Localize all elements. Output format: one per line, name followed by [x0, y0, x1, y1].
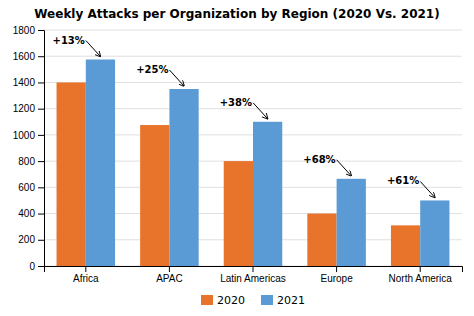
bar [169, 89, 198, 266]
y-tick: 400 [18, 208, 44, 219]
y-tick-label: 1000 [13, 130, 36, 141]
x-axis-line [45, 267, 463, 273]
y-tick-mark [38, 161, 44, 162]
annotation-arrow [169, 70, 184, 86]
y-tick: 0 [29, 261, 44, 272]
annotation-arrow [86, 41, 101, 57]
legend: 2020 2021 [201, 294, 305, 307]
legend-label: 2020 [217, 294, 245, 307]
y-tick-label: 200 [18, 234, 35, 245]
y-tick-label: 1600 [13, 51, 36, 62]
y-tick-label: 0 [29, 261, 35, 272]
y-tick-mark [38, 56, 44, 57]
x-tick-mark [169, 266, 170, 272]
y-tick: 1800 [13, 25, 44, 36]
annotation-arrow [337, 160, 352, 176]
y-axis: 0 200 400 600 800 1000 1200 1400 1600 1800 [13, 25, 45, 272]
y-tick-mark [38, 187, 44, 188]
y-tick: 1600 [13, 51, 44, 62]
y-tick-mark [38, 109, 44, 110]
x-tick-mark [420, 266, 421, 272]
bar [57, 82, 86, 266]
x-tick-label: Africa [73, 273, 99, 284]
plot: 020040060080010001200140016001800AfricaA… [13, 25, 463, 284]
bar [391, 225, 420, 266]
legend-label: 2021 [277, 294, 305, 307]
x-axis: Africa APAC Latin Americas Europe North Amer… [45, 266, 463, 284]
x-tick: APAC [156, 266, 183, 284]
y-tick-mark [38, 82, 44, 83]
legend-swatch [261, 295, 273, 305]
chart: 020040060080010001200140016001800AfricaA… [0, 0, 474, 316]
bar-series [86, 60, 450, 267]
x-tick: North America [389, 266, 453, 284]
annotation: +13% [53, 35, 85, 46]
grid [44, 30, 462, 266]
x-tick: Latin Americas [220, 266, 286, 284]
y-tick-label: 400 [18, 208, 35, 219]
grid-line [44, 56, 462, 57]
annotation: +38% [220, 97, 252, 108]
title: Weekly Attacks per Organization by Regio… [34, 7, 439, 21]
x-tick-mark [336, 266, 337, 272]
y-tick-mark [38, 135, 44, 136]
annotation: +61% [387, 175, 419, 186]
annotation: +68% [303, 154, 335, 165]
y-tick: 1200 [13, 103, 44, 114]
y-axis-line [38, 31, 45, 267]
y-tick-label: 600 [18, 182, 35, 193]
legend-swatch [201, 295, 213, 305]
y-tick-mark [38, 240, 44, 241]
x-tick-label: Europe [320, 273, 353, 284]
bar [140, 125, 169, 266]
x-tick-mark [253, 266, 254, 272]
bar [420, 200, 449, 266]
y-tick: 1000 [13, 130, 44, 141]
y-tick: 1400 [13, 77, 44, 88]
y-tick-label: 1400 [13, 77, 36, 88]
bars [57, 60, 450, 267]
y-tick-mark [38, 266, 44, 267]
y-tick: 600 [18, 182, 44, 193]
annotations: +13% +25% +38% +68% +61% [53, 35, 435, 198]
x-tick-mark [85, 266, 86, 272]
x-tick-label: Latin Americas [220, 273, 286, 284]
annotation-arrow [253, 103, 268, 119]
y-tick-mark [38, 214, 44, 215]
y-tick-label: 800 [18, 156, 35, 167]
bar [86, 60, 115, 267]
x-tick: Africa [73, 266, 99, 284]
x-tick-label: North America [389, 273, 453, 284]
y-tick: 800 [18, 156, 44, 167]
legend-item: 2020 [201, 294, 245, 307]
x-tick-label: APAC [156, 273, 183, 284]
grid-line [44, 30, 462, 31]
annotation: +25% [136, 64, 168, 75]
bar [337, 179, 366, 266]
y-tick: 200 [18, 234, 44, 245]
x-tick: Europe [320, 266, 353, 284]
bar [307, 214, 336, 266]
legend-item: 2021 [261, 294, 305, 307]
bar [224, 161, 253, 266]
bar [253, 122, 282, 266]
y-tick-label: 1200 [13, 103, 36, 114]
annotation-arrow [420, 181, 435, 197]
y-tick-label: 1800 [13, 25, 36, 36]
y-tick-mark [38, 30, 44, 31]
